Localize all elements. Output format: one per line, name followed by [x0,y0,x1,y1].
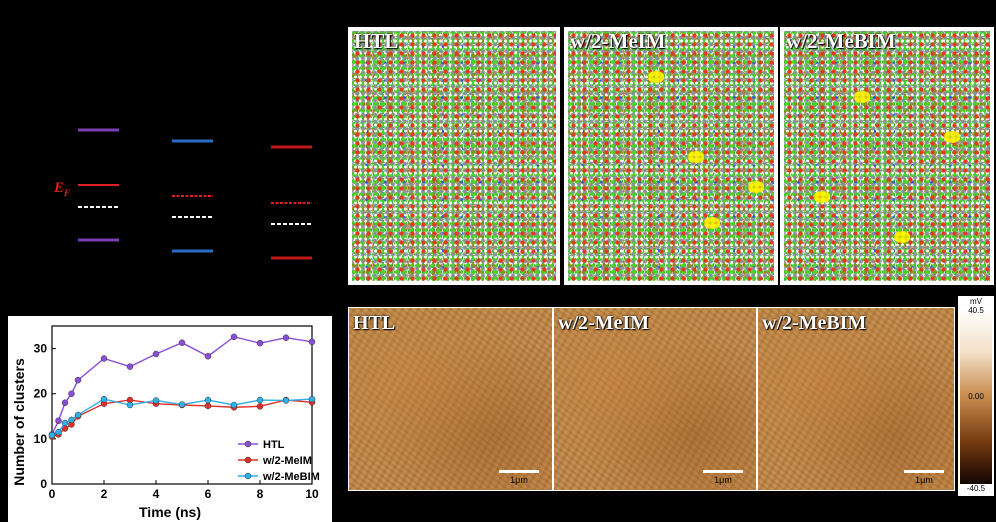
legend-label: w/2-MeIM [262,455,312,467]
data-point [256,403,264,410]
y-tick-label: 10 [34,432,48,446]
data-point [100,395,108,403]
y-tick-label: 0 [40,477,47,491]
data-point [178,401,186,408]
data-point [74,411,82,419]
scalebar [499,470,539,473]
colorbar-min: -40.5 [966,484,986,493]
y-axis-label: Number of clusters [11,358,27,486]
colorbar-max: 40.5 [968,306,984,315]
data-point [100,355,108,362]
legend-marker [244,456,252,464]
data-point [74,376,82,384]
x-tick-label: 2 [101,487,108,501]
data-point [126,401,134,409]
data-point [308,395,316,403]
y-tick-label: 20 [34,387,48,401]
scalebar-label: 1μm [510,475,528,485]
scalebar [904,470,944,473]
data-point [204,352,212,360]
md-snapshot-2mebim: w/2-MeBIM [780,27,994,285]
colorbar-mid: 0.00 [968,392,984,401]
y-tick-label: 30 [34,342,48,356]
data-point [126,363,134,370]
colorbar-unit: mV [970,297,982,306]
data-point [68,416,75,424]
colorbar-gradient [960,308,992,484]
data-point [61,419,69,427]
data-point [152,397,160,404]
data-point [256,339,264,347]
md-label-2mebim: w/2-MeBIM [786,29,896,53]
scalebar-label: 1μm [915,475,933,485]
md-snapshot-2meim: w/2-MeIM [564,27,778,285]
md-snapshot-htl: HTL [348,27,560,285]
scalebar-label: 1μm [714,475,732,485]
afm-image-2meim: w/2-MeIM 1μm [553,307,757,491]
data-point [68,390,75,397]
afm-label-2mebim: w/2-MeBIM [762,312,867,334]
x-tick-label: 0 [49,487,56,501]
data-point [204,396,212,404]
series-line [51,336,313,435]
x-axis-label: Time (ns) [139,504,201,520]
data-point [256,396,264,404]
x-tick-label: 10 [305,487,319,501]
fermi-level-label: EF [53,180,70,198]
afm-image-2mebim: w/2-MeBIM 1μm [757,307,955,491]
data-point [152,350,160,358]
legend-marker [244,472,252,480]
data-point [204,402,212,410]
x-tick-label: 4 [153,487,160,501]
legend-label: w/2-MeBIM [262,471,320,483]
legend-marker [244,440,252,448]
afm-color-scale: mV 40.5 0.00 -40.5 [958,296,994,496]
legend-label: HTL [263,439,285,451]
x-tick-label: 8 [257,487,264,501]
data-point [308,338,316,346]
data-point [282,397,290,404]
afm-image-htl: HTL 1μm [348,307,553,491]
data-point [55,417,62,425]
md-label-htl: HTL [354,29,399,53]
data-point [55,428,62,436]
md-label-2meim: w/2-MeIM [570,29,666,53]
chart-background [8,316,332,522]
data-point [178,339,186,346]
afm-label-2meim: w/2-MeIM [558,312,650,334]
scalebar [703,470,743,473]
data-point [230,401,238,409]
clusters-line-chart: 0 2 4 6 8 10 0 10 20 30 HTL w/2-MeIM w/2-MeBIM Time… [11,325,320,520]
data-point [48,431,56,439]
data-point [61,399,69,406]
afm-label-htl: HTL [353,312,396,334]
energy-level-diagram: EF [53,128,312,260]
x-tick-label: 6 [205,487,212,501]
data-point [282,334,290,341]
data-point [230,333,238,341]
